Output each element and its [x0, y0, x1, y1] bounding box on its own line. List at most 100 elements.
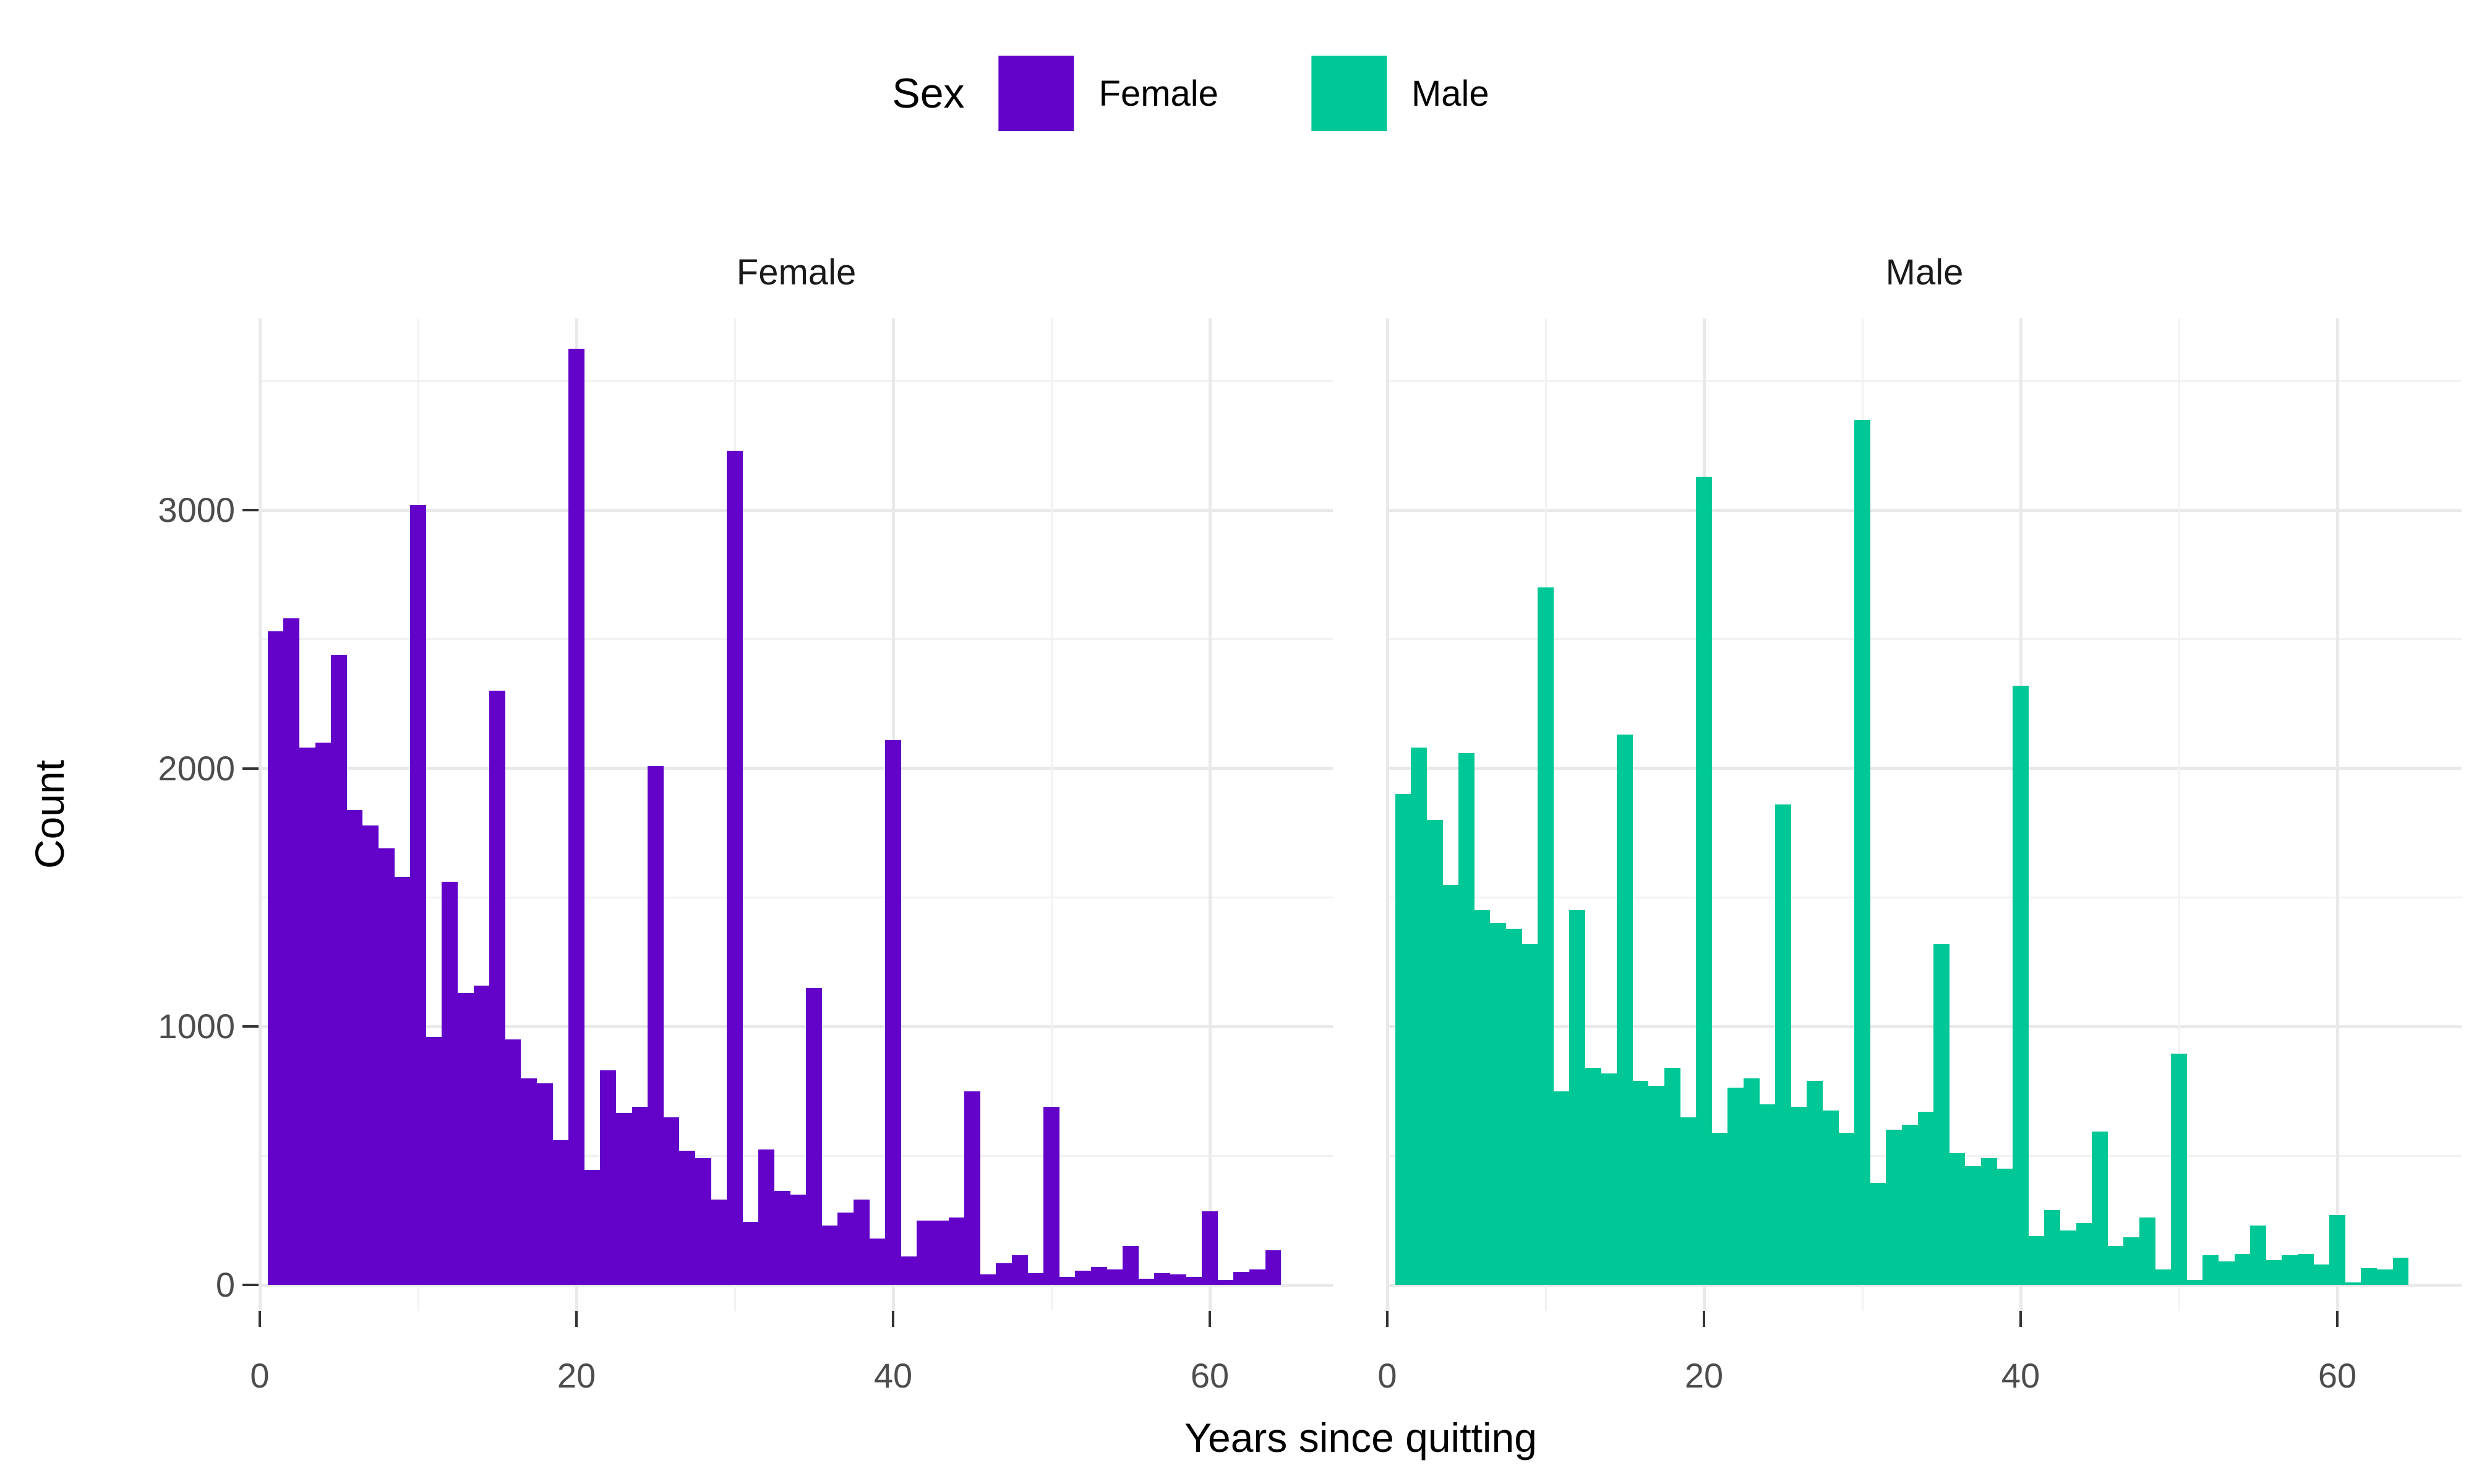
histogram-bar: [1490, 923, 1506, 1285]
histogram-bar: [2076, 1222, 2092, 1285]
y-major-gridline: [260, 1283, 1333, 1287]
histogram-bar: [1838, 1132, 1855, 1285]
histogram-bar: [711, 1200, 727, 1285]
histogram-bar: [901, 1256, 917, 1285]
histogram-bar: [1043, 1106, 1059, 1285]
histogram-bar: [806, 987, 822, 1285]
histogram-bar: [1744, 1078, 1760, 1285]
histogram-bar: [1917, 1112, 1934, 1285]
x-tick-label: 60: [1190, 1356, 1230, 1395]
legend-title: Sex: [892, 70, 965, 117]
histogram-bar: [1870, 1183, 1886, 1285]
histogram-bar: [933, 1220, 949, 1285]
x-tick: [892, 1311, 894, 1327]
histogram-bar: [1249, 1269, 1265, 1285]
y-minor-gridline: [260, 638, 1333, 641]
histogram-bar: [1538, 587, 1554, 1285]
histogram-bar: [1442, 884, 1459, 1285]
histogram-bar: [948, 1217, 965, 1285]
histogram-bar: [1186, 1277, 1202, 1285]
histogram-bar: [1965, 1166, 1981, 1285]
histogram-bar: [1106, 1269, 1123, 1285]
x-tick: [1386, 1311, 1389, 1327]
x-major-gridline: [1385, 318, 1389, 1311]
y-minor-gridline: [260, 1154, 1333, 1157]
panel-female: [258, 318, 1333, 1311]
histogram-bar: [2250, 1225, 2266, 1285]
histogram-bar: [2282, 1255, 2298, 1285]
y-tick-label: 0: [215, 1265, 235, 1304]
x-tick-label: 0: [250, 1356, 270, 1395]
histogram-bar: [1138, 1278, 1155, 1285]
facet-title-female: Female: [736, 252, 857, 292]
y-tick-label: 3000: [158, 490, 235, 530]
x-minor-gridline: [2178, 318, 2180, 1311]
y-major-gridline: [1387, 767, 2462, 770]
histogram-bar: [505, 1039, 521, 1285]
histogram-bar: [1902, 1125, 1918, 1285]
histogram-bar: [2013, 686, 2029, 1285]
histogram-bar: [1553, 1091, 1570, 1285]
histogram-bar: [1233, 1272, 1249, 1285]
y-tick: [242, 509, 259, 512]
histogram-bar: [2266, 1260, 2282, 1285]
histogram-bar: [742, 1221, 759, 1285]
histogram-bar: [394, 877, 411, 1285]
histogram-bar: [2202, 1255, 2219, 1285]
legend-label-male: Male: [1411, 73, 1489, 114]
histogram-bar: [2392, 1258, 2409, 1285]
histogram-bar: [1217, 1279, 1234, 1285]
histogram-bar: [442, 882, 458, 1285]
y-tick-label: 2000: [158, 748, 235, 788]
histogram-bar: [267, 631, 284, 1285]
histogram-bar: [1202, 1211, 1218, 1285]
histogram-bar: [568, 348, 584, 1285]
histogram-bar: [1075, 1271, 1091, 1285]
histogram-bar: [917, 1220, 933, 1285]
histogram-bar: [1617, 735, 1633, 1285]
histogram-bar: [2186, 1279, 2203, 1285]
histogram-bar: [600, 1070, 616, 1285]
x-tick-label: 0: [1377, 1356, 1397, 1395]
histogram-bar: [2361, 1268, 2377, 1285]
histogram-bar: [1154, 1273, 1170, 1285]
histogram-bar: [663, 1117, 680, 1285]
histogram-bar: [2123, 1237, 2139, 1285]
histogram-bar: [964, 1091, 980, 1285]
histogram-bar: [869, 1238, 886, 1285]
histogram-bar: [1981, 1158, 1997, 1285]
histogram-bar: [1680, 1117, 1697, 1285]
histogram-bar: [1696, 476, 1712, 1285]
legend: Sex Female Male: [892, 53, 1582, 134]
x-tick-label: 40: [2001, 1356, 2040, 1395]
y-minor-gridline: [1387, 897, 2462, 898]
histogram-bar: [2107, 1246, 2124, 1285]
y-major-gridline: [1387, 508, 2462, 512]
histogram-bar: [1265, 1250, 1282, 1285]
x-tick: [1703, 1311, 1705, 1327]
histogram-bar: [758, 1149, 774, 1285]
histogram-bar: [458, 993, 474, 1285]
histogram-bar: [315, 742, 332, 1285]
y-tick: [242, 1025, 259, 1028]
histogram-bar: [426, 1037, 442, 1285]
histogram-bar: [695, 1158, 711, 1285]
legend-item-female: Female: [998, 56, 1218, 131]
histogram-bar: [1458, 753, 1475, 1285]
histogram-bar: [1027, 1273, 1044, 1285]
histogram-bar: [584, 1170, 601, 1285]
histogram-bar: [299, 748, 315, 1285]
histogram-bar: [2092, 1131, 2108, 1285]
legend-item-male: Male: [1311, 56, 1489, 131]
histogram-bar: [631, 1106, 648, 1285]
histogram-bar: [2298, 1253, 2314, 1285]
histogram-bar: [2044, 1209, 2060, 1285]
histogram-bar: [2171, 1054, 2187, 1285]
histogram-bar: [885, 740, 901, 1285]
histogram-bar: [1886, 1130, 1902, 1285]
histogram-bar: [837, 1213, 854, 1285]
y-major-gridline: [1387, 1025, 2462, 1028]
histogram-bar: [1123, 1246, 1139, 1285]
histogram-bar: [996, 1263, 1012, 1285]
histogram-bar: [283, 618, 299, 1285]
